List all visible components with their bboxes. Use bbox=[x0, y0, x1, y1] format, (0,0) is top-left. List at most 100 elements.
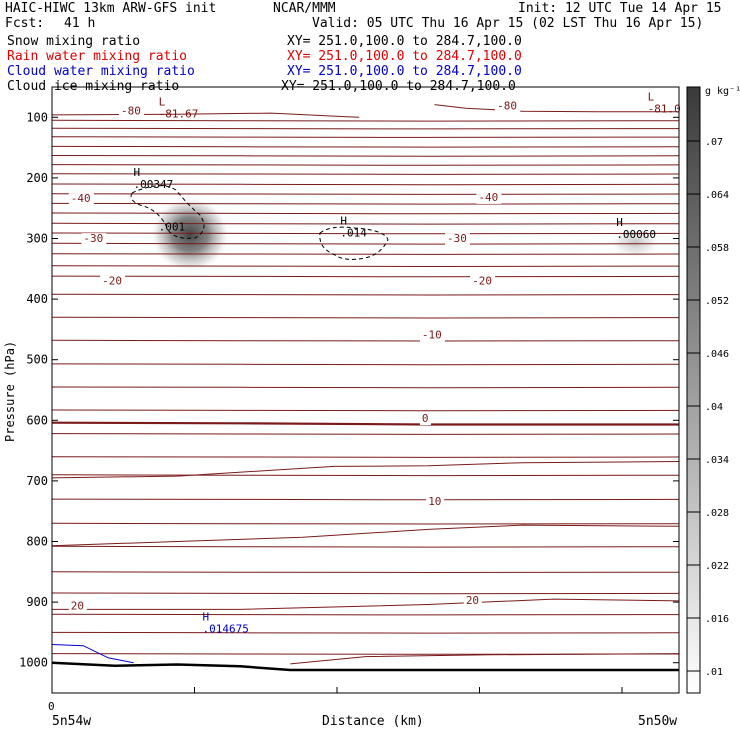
isotherm bbox=[290, 653, 680, 665]
isotherm-label: 0 bbox=[422, 412, 429, 425]
extrema-labels: L-81.67L-81.0H.00347.001 H.014H.00060H.01… bbox=[134, 90, 681, 635]
isotherm bbox=[51, 193, 680, 195]
colorbar-tick-label: .034 bbox=[705, 455, 729, 466]
isotherm bbox=[434, 104, 679, 113]
isotherm bbox=[51, 232, 680, 235]
valid-time: Valid: 05 UTC Thu 16 Apr 15 (02 LST Thu … bbox=[312, 16, 704, 31]
x-left-location: 5n54w bbox=[52, 714, 91, 729]
label-background bbox=[426, 496, 445, 509]
isotherm bbox=[51, 265, 680, 268]
label-background bbox=[476, 191, 502, 204]
isotherm bbox=[51, 164, 680, 166]
model-title: HAIC-HIWC 13km ARW-GFS init bbox=[5, 1, 217, 16]
field-name-cloud-water: Cloud water mixing ratio bbox=[7, 64, 195, 79]
temperature-labels: -80 -80 -40 -40 -30 -30 -20 -20 -10 0 10 20 20 bbox=[68, 99, 521, 613]
label-background bbox=[470, 275, 496, 288]
isotherm bbox=[51, 145, 680, 148]
isotherm bbox=[51, 293, 680, 296]
colorbar-tick-label: .058 bbox=[705, 243, 729, 254]
field-name-snow: Snow mixing ratio bbox=[7, 34, 141, 49]
field-xy-rain: XY= 251.0,100.0 to 284.7,100.0 bbox=[287, 49, 522, 64]
terrain-line bbox=[51, 661, 679, 672]
isotherm bbox=[51, 461, 680, 479]
y-tick-label: 300 bbox=[26, 232, 48, 246]
isotherm bbox=[51, 202, 680, 205]
forecast-label: Fcst: bbox=[5, 16, 45, 31]
label-background bbox=[419, 329, 445, 342]
forecast-hours: 41 h bbox=[64, 16, 96, 31]
isotherm bbox=[51, 456, 680, 458]
extremum-marker: H bbox=[340, 215, 347, 228]
isotherm bbox=[51, 363, 680, 366]
isotherm bbox=[51, 183, 680, 186]
extremum-value: .014 bbox=[340, 227, 367, 240]
colorbar-tick-label: .046 bbox=[705, 349, 729, 360]
y-tick-label: 900 bbox=[26, 595, 48, 609]
cloud-ice-contours bbox=[130, 185, 389, 260]
isotherm-zero bbox=[51, 421, 679, 426]
colorbar-tick-label: .07 bbox=[705, 137, 723, 148]
cloud-ice-contour bbox=[130, 185, 205, 239]
colorbar-tick-label: .028 bbox=[705, 508, 729, 519]
extremum-marker: L bbox=[159, 95, 166, 108]
isotherm-label: 10 bbox=[428, 495, 441, 508]
isotherm bbox=[51, 631, 680, 634]
extremum-value: .014675 bbox=[202, 622, 248, 635]
field-xy-snow: XY= 251.0,100.0 to 284.7,100.0 bbox=[287, 34, 522, 49]
isotherm bbox=[51, 316, 680, 319]
isotherm bbox=[51, 222, 680, 225]
y-tick-label: 200 bbox=[26, 171, 48, 185]
isotherm bbox=[51, 571, 680, 574]
isotherm-label: -40 bbox=[71, 192, 91, 205]
isotherm bbox=[51, 242, 680, 245]
label-background bbox=[68, 600, 87, 613]
isotherm bbox=[51, 386, 680, 389]
x-right-location: 5n50w bbox=[638, 714, 677, 729]
temperature-contours bbox=[51, 104, 680, 672]
extremum-value: .001 bbox=[159, 221, 186, 234]
isotherm bbox=[51, 524, 680, 547]
y-axis-label: Pressure (hPa) bbox=[3, 341, 17, 442]
label-background bbox=[100, 275, 126, 288]
plot-frame bbox=[51, 86, 680, 694]
isotherm-label: -30 bbox=[83, 232, 103, 245]
extremum-marker: H bbox=[134, 166, 141, 179]
isotherm bbox=[51, 112, 360, 118]
isotherm bbox=[51, 474, 680, 477]
label-background bbox=[463, 594, 482, 607]
label-background bbox=[445, 233, 471, 246]
colorbar-tick-label: .022 bbox=[705, 561, 729, 572]
extremum-marker: L bbox=[648, 90, 655, 103]
isotherm bbox=[51, 339, 680, 342]
isotherm bbox=[51, 498, 680, 501]
y-tick-label: 700 bbox=[26, 474, 48, 488]
isotherm bbox=[51, 127, 680, 130]
y-tick-label: 400 bbox=[26, 292, 48, 306]
label-background bbox=[495, 100, 521, 113]
isotherm bbox=[51, 433, 680, 435]
field-xy-cloud-water: XY= 251.0,100.0 to 284.7,100.0 bbox=[287, 64, 522, 79]
y-tick-label: 100 bbox=[26, 110, 48, 124]
cloud-ice-contour bbox=[319, 226, 389, 260]
isotherm bbox=[51, 119, 680, 122]
isotherm-label: 20 bbox=[71, 599, 84, 612]
isotherm-label: -40 bbox=[478, 191, 498, 204]
colorbar-tick-label: .01 bbox=[705, 667, 723, 678]
isotherm bbox=[51, 155, 680, 157]
extremum-value: -81.0 bbox=[648, 102, 681, 115]
isotherm bbox=[51, 545, 680, 548]
isotherm-label: -80 bbox=[121, 104, 141, 117]
snow-maximum bbox=[609, 226, 662, 259]
y-tick-label: 600 bbox=[26, 413, 48, 427]
isotherm-label: -10 bbox=[422, 328, 442, 341]
extremum-value: .00347 bbox=[134, 178, 174, 191]
isotherm-label: -80 bbox=[497, 99, 517, 112]
x-axis bbox=[194, 687, 623, 693]
field-name-rain: Rain water mixing ratio bbox=[7, 49, 188, 64]
label-background bbox=[419, 413, 431, 426]
colorbar-tick-label: .052 bbox=[705, 296, 729, 307]
colorbar-tick-label: .04 bbox=[705, 402, 723, 413]
colorbar-unit: g kg⁻¹ bbox=[705, 86, 740, 97]
org-label: NCAR/MMM bbox=[273, 1, 336, 16]
